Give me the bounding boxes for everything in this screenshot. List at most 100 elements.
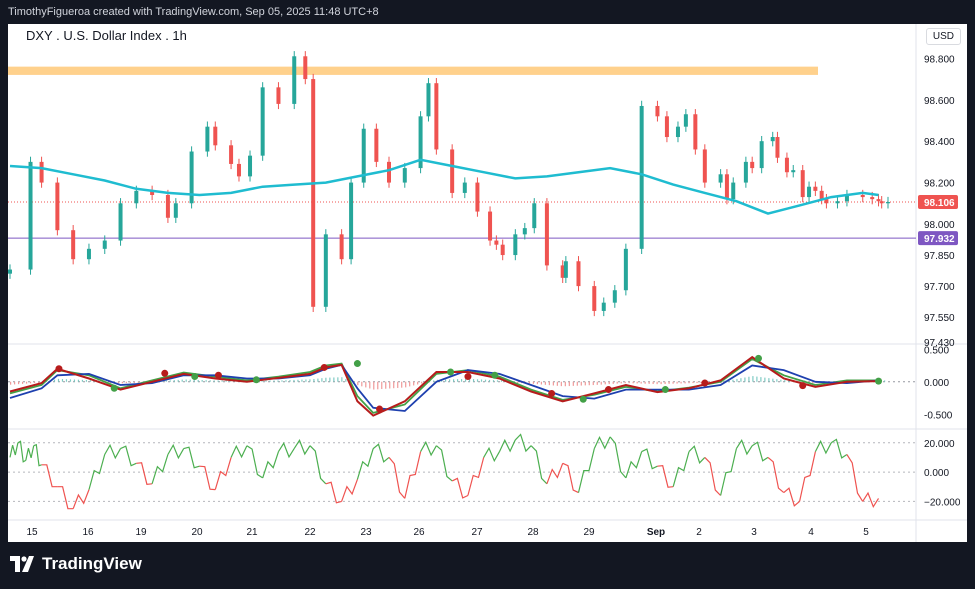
osc1-histogram-bar [409, 381, 411, 387]
candle-body [743, 161, 748, 183]
candle-body [260, 87, 265, 156]
osc1-cross-dot [661, 386, 669, 394]
osc1-histogram-bar [205, 380, 207, 382]
osc1-histogram-bar [620, 381, 622, 384]
osc1-histogram-bar [109, 381, 111, 384]
candle-body [450, 149, 455, 193]
candle-body [434, 83, 439, 150]
osc1-histogram-bar [225, 380, 227, 382]
osc2-momentum-segment [799, 451, 816, 502]
osc2-momentum-segment [41, 464, 58, 488]
osc1-series-line [9, 355, 879, 417]
osc2-momentum-segment [183, 446, 200, 469]
candle-body [876, 199, 881, 202]
osc2-tick-label: 20.000 [924, 439, 955, 450]
osc2-momentum-segment [751, 441, 769, 462]
osc1-histogram-bar [129, 381, 131, 384]
osc1-histogram-bar [285, 380, 287, 382]
osc2-momentum-segment [436, 445, 453, 482]
candle-body [759, 141, 764, 169]
osc2-momentum-segment [783, 487, 800, 507]
candle-body [693, 114, 698, 150]
osc1-histogram-bar [492, 380, 495, 382]
osc1-histogram-bar [61, 379, 64, 382]
osc1-histogram-bar [568, 381, 570, 387]
moving-average-line [9, 158, 879, 215]
osc1-histogram-bar [313, 378, 315, 382]
osc1-histogram-bar [197, 379, 199, 382]
osc1-histogram-bar [281, 380, 283, 382]
time-tick-label: 3 [751, 527, 757, 538]
price-tick-label: 98.600 [924, 96, 955, 107]
osc1-histogram-bar [413, 381, 415, 386]
osc1-histogram-bar [612, 381, 614, 384]
chart-canvas[interactable]: 98.800 98.600 98.400 98.200 98.000 97.850 97.7… [8, 24, 967, 542]
osc1-histogram-bar [464, 378, 467, 382]
osc1-histogram-bar [369, 381, 371, 389]
osc1-histogram-bar [528, 381, 531, 384]
tradingview-logo[interactable]: TradingView [10, 554, 142, 574]
candle-body [731, 182, 736, 200]
osc2-momentum-segment [25, 445, 35, 461]
candle-body [819, 190, 824, 200]
candle-body [311, 79, 316, 307]
osc2-momentum-segment [514, 433, 532, 453]
osc1-histogram-bar [85, 379, 88, 382]
osc2-momentum-segment [404, 451, 422, 499]
candle-body [361, 128, 366, 183]
osc1-histogram-bar [788, 380, 790, 382]
osc2-momentum-segment [767, 456, 785, 494]
osc1-histogram-bar [556, 381, 558, 386]
osc1-histogram-bar [472, 379, 475, 382]
osc1-histogram-bar [341, 377, 343, 382]
osc1-histogram-bar [672, 381, 674, 384]
osc1-histogram-bar [89, 380, 92, 382]
osc2-momentum-segment [704, 456, 722, 496]
osc2-momentum-segment [625, 451, 643, 479]
osc1-histogram-bar [189, 379, 191, 382]
candle-body [462, 182, 467, 193]
osc2-momentum-segment [862, 491, 880, 509]
osc1-histogram-bar [604, 381, 606, 385]
resistance-zone [8, 66, 818, 75]
osc2-momentum-segment [88, 454, 106, 490]
candle-body [213, 126, 218, 146]
chart-frame[interactable]: 98.800 98.600 98.400 98.200 98.000 97.850 97.7… [8, 24, 967, 542]
candle-body [71, 230, 76, 260]
osc2-momentum-segment [33, 443, 42, 467]
osc1-histogram-bar [401, 381, 403, 388]
osc1-histogram-bar [121, 381, 123, 384]
osc1-histogram-bar [33, 381, 36, 384]
time-tick-label: 16 [82, 527, 94, 538]
osc2-momentum-segment [293, 438, 311, 456]
osc1-histogram-bar [289, 380, 291, 382]
osc1-histogram-bar [688, 381, 690, 384]
tradingview-logo-icon [10, 556, 34, 572]
osc1-histogram-bar [277, 380, 279, 382]
osc2-momentum-segment [720, 448, 737, 496]
osc2-momentum-segment [214, 457, 232, 490]
osc1-histogram-bar [269, 380, 271, 382]
osc1-histogram-bar [185, 379, 187, 382]
support-badge [918, 231, 958, 246]
osc1-histogram-bar [564, 381, 566, 387]
candle-body [118, 203, 123, 241]
candle-body [784, 157, 789, 173]
osc1-histogram-bar [10, 381, 12, 385]
candle-body [276, 87, 281, 104]
osc1-histogram-bar [337, 377, 339, 382]
osc2-momentum-segment [735, 438, 753, 456]
candle-body [655, 105, 660, 117]
candle-body [134, 190, 139, 204]
osc1-histogram-bar [576, 381, 578, 386]
currency-button[interactable]: USD [925, 28, 961, 45]
osc2-momentum-segment [104, 443, 122, 460]
price-tick-label: 98.000 [924, 220, 955, 231]
osc2-tick-label: −20.000 [924, 497, 961, 508]
candle-body [402, 168, 407, 183]
osc1-histogram-bar [29, 381, 32, 384]
candle-body [418, 116, 423, 169]
osc1-histogram-bar [217, 380, 219, 382]
osc1-histogram-bar [325, 377, 327, 382]
osc1-histogram-bar [417, 381, 419, 385]
